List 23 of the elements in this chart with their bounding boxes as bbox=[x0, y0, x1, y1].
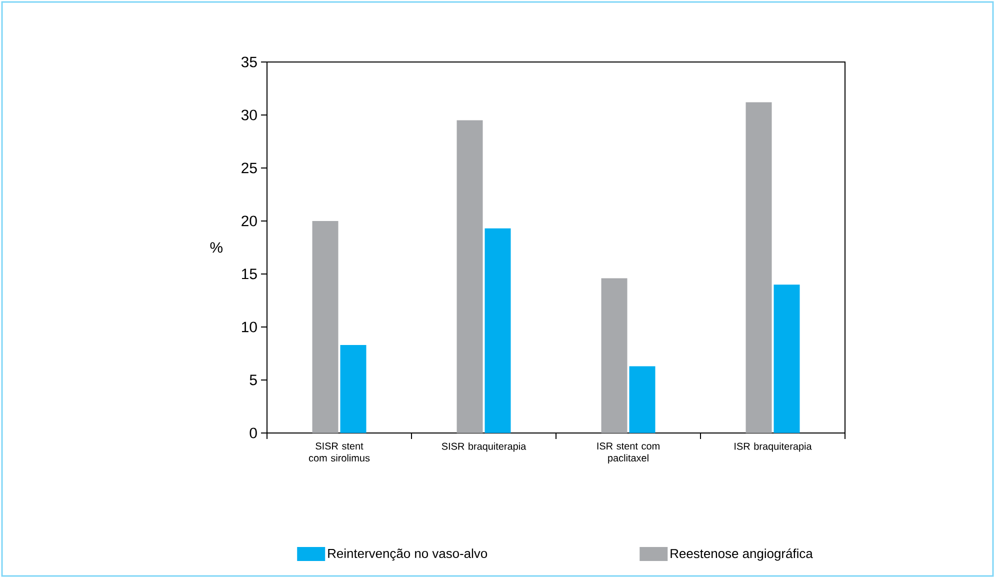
x-tick-label: SISR stent com sirolimus bbox=[308, 442, 370, 462]
x-tick-label: ISR braquiterapia bbox=[734, 442, 812, 452]
x-tick-label: SISR braquiterapia bbox=[442, 442, 526, 452]
bar bbox=[601, 278, 628, 433]
y-tick-label: 15 bbox=[242, 268, 257, 280]
y-axis-title: % bbox=[210, 242, 222, 253]
y-tick-label: 35 bbox=[241, 56, 257, 68]
bar bbox=[774, 284, 800, 433]
y-tick-label: 20 bbox=[242, 216, 257, 226]
bar bbox=[746, 102, 772, 433]
y-tick-label: 5 bbox=[250, 374, 257, 386]
bar bbox=[312, 220, 338, 433]
y-tick-label: 25 bbox=[242, 162, 257, 174]
y-tick-label: 0 bbox=[250, 428, 257, 438]
bar bbox=[456, 120, 483, 433]
legend-label: Reintervenção no vaso-alvo bbox=[328, 548, 488, 561]
bar bbox=[629, 366, 656, 433]
legend-label: Reestenose angiográfica bbox=[670, 548, 813, 561]
bar bbox=[484, 228, 511, 433]
y-tick-label: 30 bbox=[241, 110, 257, 120]
y-tick-label: 10 bbox=[242, 322, 257, 332]
bar bbox=[340, 345, 366, 433]
x-tick-label: ISR stent com paclitaxel bbox=[597, 442, 660, 464]
